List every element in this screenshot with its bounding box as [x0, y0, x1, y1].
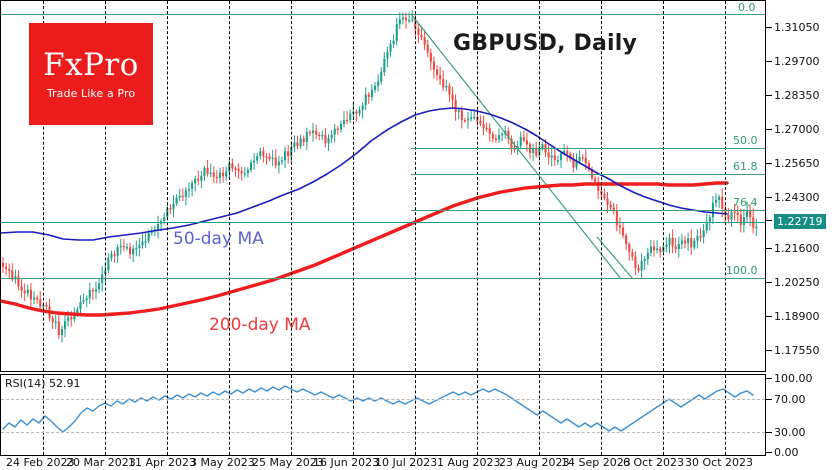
vertical-gridline	[415, 1, 416, 371]
rsi-band-70	[1, 399, 765, 400]
trendline-minor	[596, 236, 634, 280]
fib-line-76-4	[411, 210, 765, 211]
rsi-band-30	[1, 432, 765, 433]
date-tick-label: 24 Feb 2023	[6, 456, 75, 469]
fib-line-100	[1, 278, 765, 279]
date-tick-label: 16 Jun 2023	[313, 456, 380, 469]
fib-line-50	[411, 148, 765, 149]
date-tick-label: 23 Aug 2023	[499, 456, 570, 469]
price-axis[interactable]: 1.31050 1.29700 1.28350 1.27000 1.25650 …	[726, 0, 835, 372]
ma200-line	[1, 181, 729, 317]
vertical-gridline	[663, 1, 664, 371]
logo-tagline: Trade Like a Pro	[46, 86, 136, 100]
vertical-gridline	[539, 1, 540, 371]
rsi-line	[2, 385, 754, 433]
date-tick-label: 1 Aug 2023	[437, 456, 501, 469]
candlestick-plot	[1, 10, 758, 343]
rsi-tick-label: 0.00	[774, 446, 799, 459]
fib-line-61-8	[411, 174, 765, 175]
vertical-gridline	[725, 1, 726, 371]
date-axis: 24 Feb 2023 20 Mar 2023 11 Apr 2023 3 May 2…	[0, 456, 766, 470]
price-tick-label: 1.29700	[774, 55, 820, 68]
vertical-gridline	[477, 1, 478, 371]
page-title: GBPUSD, Daily	[453, 31, 638, 56]
price-chart-panel[interactable]: GBPUSD, Daily 50-day MA 200-day MA FxPro…	[0, 0, 766, 372]
vertical-gridline	[601, 1, 602, 371]
price-tick-label: 1.27000	[774, 123, 820, 136]
ma50-line	[1, 107, 728, 241]
price-tick-label: 1.24300	[774, 191, 820, 204]
date-tick-label: 20 Mar 2023	[66, 456, 136, 469]
price-tick-label: 1.31050	[774, 21, 820, 34]
price-tick-label: 1.25650	[774, 157, 820, 170]
fib-line-0	[1, 14, 765, 15]
rsi-indicator-label: RSI(14) 52.91	[5, 377, 81, 390]
price-tick-label: 1.28350	[774, 89, 820, 102]
vertical-gridline	[43, 1, 44, 371]
fib-label-61-8: 61.8	[733, 160, 758, 173]
vertical-gridline	[167, 1, 168, 371]
rsi-panel[interactable]: RSI(14) 52.91	[0, 374, 766, 456]
vertical-gridline	[291, 1, 292, 371]
rsi-axis[interactable]: 100.00 70.00 30.00 0.00	[766, 372, 835, 459]
fib-label-0: 0.0	[738, 1, 756, 14]
ma50-label: 50-day MA	[173, 229, 264, 249]
date-tick-label: 11 Apr 2023	[128, 456, 197, 469]
rsi-tick-label: 30.00	[774, 426, 806, 439]
vertical-gridline	[105, 1, 106, 371]
price-tick-label: 1.20250	[774, 276, 820, 289]
date-tick-label: 6 Oct 2023	[623, 456, 685, 469]
date-tick-label: 30 Oct 2023	[685, 456, 754, 469]
fxpro-logo[interactable]: FxPro Trade Like a Pro	[29, 23, 153, 125]
rsi-tick-label: 70.00	[774, 393, 806, 406]
ma200-label: 200-day MA	[209, 315, 311, 335]
fib-label-100: 100.0	[726, 264, 758, 277]
date-tick-label: 3 May 2023	[190, 456, 255, 469]
date-tick-label: 10 Jul 2023	[375, 456, 438, 469]
current-price-badge: 1.22719	[774, 214, 826, 229]
fib-label-76-4: 76.4	[733, 196, 758, 209]
trendline-descending	[410, 13, 622, 280]
date-tick-label: 25 May 2023	[252, 456, 324, 469]
current-price-line	[1, 222, 765, 223]
fib-label-50: 50.0	[733, 134, 758, 147]
rsi-tick-label: 100.00	[774, 372, 813, 385]
price-tick-label: 1.18900	[774, 310, 820, 323]
vertical-gridline	[353, 1, 354, 371]
rsi-plot	[2, 385, 754, 433]
logo-wordmark: FxPro	[43, 46, 139, 83]
price-tick-label: 1.17550	[774, 344, 820, 357]
date-tick-label: 14 Sep 2023	[561, 456, 631, 469]
vertical-gridline	[229, 1, 230, 371]
price-tick-label: 1.21600	[774, 242, 820, 255]
